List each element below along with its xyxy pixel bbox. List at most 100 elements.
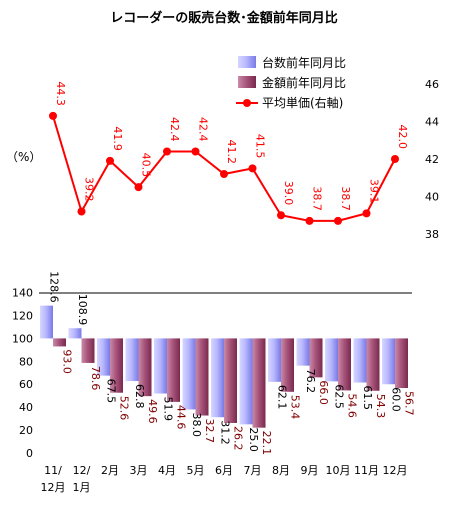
value-bar bbox=[309, 338, 323, 378]
value-bar bbox=[338, 338, 351, 391]
left-tick-label: 120 bbox=[12, 309, 33, 322]
avg-price-point bbox=[163, 147, 171, 156]
x-tick-label: 11/ bbox=[44, 464, 62, 477]
units-bar bbox=[382, 338, 395, 385]
avg-price-label: 44.3 bbox=[54, 81, 67, 106]
left-tick-label: 80 bbox=[19, 355, 33, 368]
avg-price-label: 41.9 bbox=[111, 126, 124, 151]
value-bar-legend-swatch bbox=[238, 76, 256, 88]
x-tick-label: 11月 bbox=[354, 464, 379, 477]
units-bar bbox=[154, 338, 167, 394]
value-bar-label: 44.6 bbox=[175, 405, 188, 430]
value-bar bbox=[252, 338, 266, 428]
x-tick-label: 8月 bbox=[272, 464, 290, 477]
avg-price-label: 42.4 bbox=[168, 117, 181, 142]
left-tick-label: 140 bbox=[12, 287, 33, 300]
units-bar bbox=[182, 338, 196, 410]
units-bar-label: 67.5 bbox=[105, 379, 118, 404]
value-bar-label: 54.6 bbox=[346, 393, 359, 418]
units-bar-label: 62.8 bbox=[133, 384, 146, 409]
avg-price-label: 39.0 bbox=[282, 181, 295, 206]
units-bar-label: 108.9 bbox=[76, 294, 89, 326]
avg-price-point bbox=[106, 156, 114, 165]
units-bar bbox=[40, 305, 53, 339]
value-bar-label: 78.6 bbox=[89, 366, 102, 391]
avg-price-point bbox=[248, 164, 257, 173]
value-bar-label: 52.6 bbox=[118, 396, 131, 421]
avg-price-label: 38.7 bbox=[339, 186, 352, 211]
value-bar-label: 26.2 bbox=[232, 426, 245, 451]
value-bar-label: 22.1 bbox=[260, 431, 273, 456]
x-tick-label: 6月 bbox=[215, 464, 233, 477]
units-bar bbox=[68, 328, 82, 339]
left-tick-label: 20 bbox=[19, 424, 33, 437]
units-bar-label: 25.0 bbox=[247, 427, 260, 452]
avg-price-point bbox=[191, 147, 200, 156]
x-tick-label: 7月 bbox=[244, 464, 262, 477]
avg-price-label: 42.4 bbox=[197, 117, 210, 142]
x-tick-label: 12月 bbox=[383, 464, 408, 477]
avg-price-point bbox=[391, 155, 399, 163]
legend-label: 平均単価(右軸) bbox=[262, 95, 343, 110]
line-series: 44.3 39.2 41.9 40.5 42.4 42.4 41.2 41.5 39.0 38.7… bbox=[49, 81, 409, 225]
units-bar-label: 31.2 bbox=[219, 420, 232, 445]
value-bar bbox=[281, 338, 294, 392]
left-tick-label: 100 bbox=[12, 332, 33, 345]
value-bar bbox=[366, 338, 380, 391]
units-bar bbox=[125, 338, 139, 382]
value-bar bbox=[395, 338, 408, 389]
avg-price-point bbox=[362, 209, 371, 218]
avg-price-label: 39.2 bbox=[83, 177, 96, 202]
units-bar-label: 51.9 bbox=[162, 397, 175, 422]
left-tick-label: 40 bbox=[19, 401, 33, 414]
avg-price-point bbox=[134, 183, 143, 192]
avg-price-label: 41.5 bbox=[254, 134, 267, 159]
x-tick-label: 5月 bbox=[187, 464, 205, 477]
units-bar-label: 62.1 bbox=[276, 385, 289, 410]
units-bar-legend-swatch bbox=[238, 56, 256, 68]
units-bar-label: 61.5 bbox=[361, 386, 374, 411]
units-bar bbox=[353, 338, 367, 383]
avg-price-point bbox=[305, 216, 314, 225]
right-tick-label: 38 bbox=[425, 228, 439, 241]
value-bar bbox=[195, 338, 209, 416]
legend-label: 金額前年同月比 bbox=[262, 75, 346, 90]
avg-price-point bbox=[220, 170, 228, 178]
avg-price-label: 41.2 bbox=[225, 140, 238, 165]
avg-price-label: 39.1 bbox=[368, 179, 381, 204]
right-tick-label: 44 bbox=[425, 116, 439, 129]
value-bar bbox=[81, 338, 95, 363]
units-bar-label: 60.0 bbox=[390, 387, 403, 412]
value-bar-label: 66.0 bbox=[317, 380, 330, 405]
value-bar bbox=[53, 338, 66, 347]
right-tick-label: 40 bbox=[425, 191, 439, 204]
value-bar-label: 93.0 bbox=[61, 349, 74, 374]
value-bar-label: 49.6 bbox=[146, 399, 159, 424]
avg-price-point bbox=[277, 211, 285, 220]
avg-price-label: 38.7 bbox=[311, 186, 324, 211]
units-bar bbox=[239, 338, 253, 425]
x-tick-label: 12/ bbox=[73, 464, 91, 477]
left-tick-label: 0 bbox=[26, 447, 33, 460]
value-bar-label: 56.7 bbox=[403, 391, 416, 416]
right-axis: 38 40 42 44 46 bbox=[425, 78, 439, 241]
legend-label: 台数前年同月比 bbox=[262, 55, 346, 70]
avg-price-point bbox=[77, 207, 86, 216]
value-bar bbox=[138, 338, 152, 397]
units-bar-label: 76.2 bbox=[304, 369, 317, 394]
x-tick-label: 10月 bbox=[326, 464, 351, 477]
avg-price-point bbox=[334, 216, 342, 225]
x-tick-label: 3月 bbox=[130, 464, 148, 477]
units-bar bbox=[325, 338, 338, 382]
left-axis-unit: （%） bbox=[6, 150, 41, 164]
avg-price-label: 40.5 bbox=[140, 153, 153, 178]
avg-price-legend-marker bbox=[243, 99, 251, 107]
units-bar-label: 62.5 bbox=[333, 384, 346, 409]
x-tick-label: 12月 bbox=[41, 481, 66, 494]
x-tick-label: 2月 bbox=[101, 464, 119, 477]
avg-price-point bbox=[49, 111, 57, 120]
x-tick-label: 9月 bbox=[301, 464, 319, 477]
value-bar-label: 54.3 bbox=[374, 394, 387, 419]
